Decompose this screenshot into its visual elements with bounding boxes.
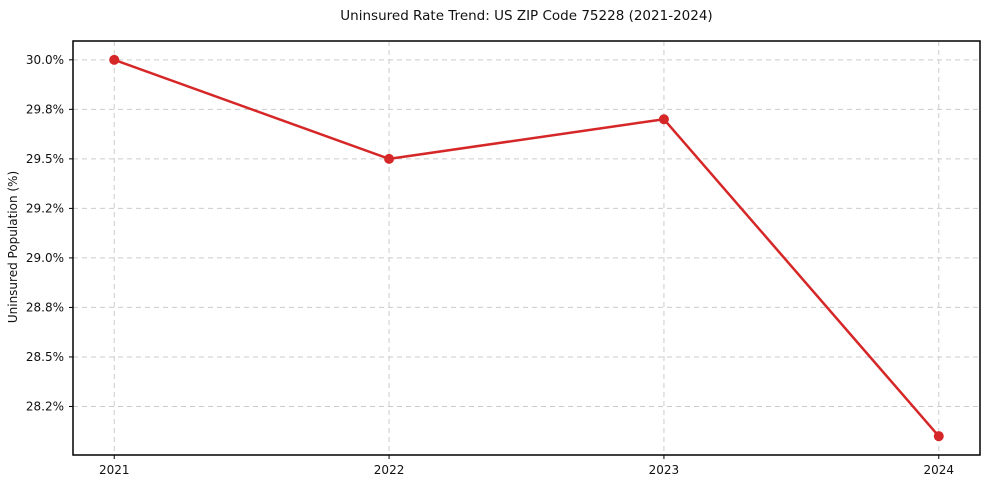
x-tick-label: 2024: [923, 463, 954, 477]
plot-border: [72, 40, 981, 456]
y-tick-label: 29.8%: [26, 102, 64, 116]
y-tick-label: 29.5%: [26, 152, 64, 166]
y-tick-label: 28.2%: [26, 399, 64, 413]
chart-title: Uninsured Rate Trend: US ZIP Code 75228 …: [340, 8, 713, 24]
y-tick-label: 29.0%: [26, 251, 64, 265]
y-tick-label: 28.8%: [26, 300, 64, 314]
x-tick-label: 2022: [374, 463, 405, 477]
x-tick-label: 2023: [649, 463, 680, 477]
trend-line: [112, 58, 941, 438]
y-tick-label: 28.5%: [26, 350, 64, 364]
data-point: [933, 431, 944, 442]
data-point: [384, 153, 395, 164]
data-point: [109, 54, 120, 65]
y-tick-label: 30.0%: [26, 53, 64, 67]
data-point: [658, 114, 669, 125]
y-tick-label: 29.2%: [26, 201, 64, 215]
x-tick-label: 2021: [99, 463, 130, 477]
